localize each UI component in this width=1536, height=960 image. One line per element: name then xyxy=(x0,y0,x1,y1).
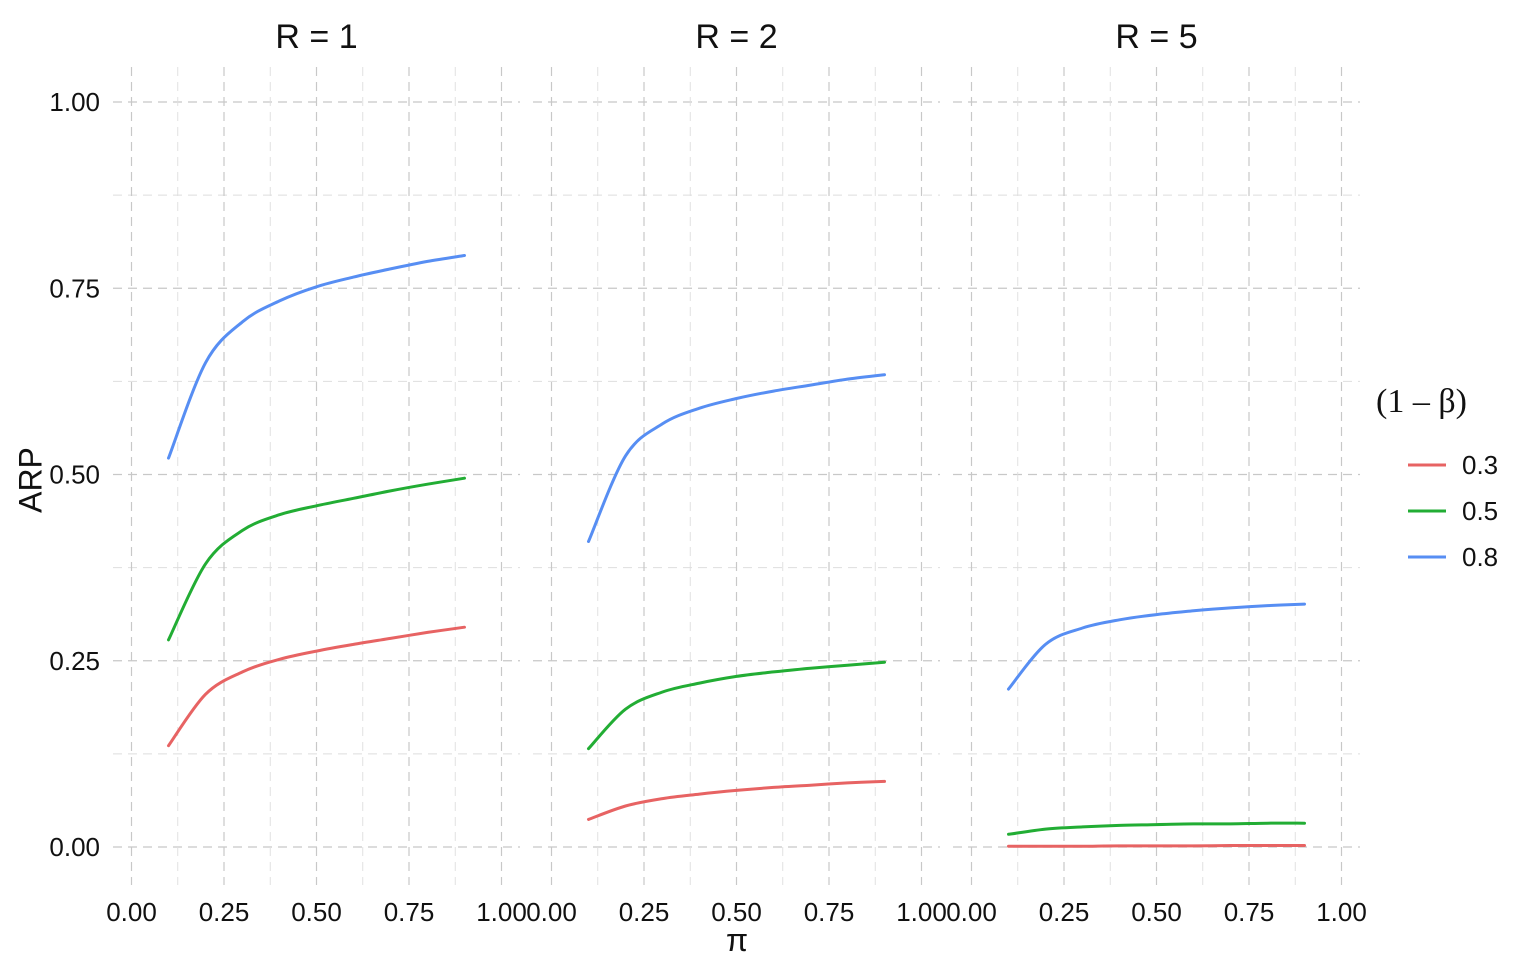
x-axis-title: π xyxy=(726,922,748,958)
x-tick-label: 0.50 xyxy=(711,897,762,927)
legend-label: 0.8 xyxy=(1462,542,1498,572)
x-tick-label: 0.75 xyxy=(384,897,435,927)
series-line-0-8 xyxy=(167,254,466,460)
x-tick-label: 0.25 xyxy=(199,897,250,927)
legend-label: 0.3 xyxy=(1462,450,1498,480)
x-tick-label: 0.50 xyxy=(1131,897,1182,927)
series-line-0-8 xyxy=(587,373,886,543)
x-tick-label: 0.75 xyxy=(804,897,855,927)
legend-label: 0.5 xyxy=(1462,496,1498,526)
y-tick-label: 0.50 xyxy=(49,460,100,490)
y-tick-label: 1.00 xyxy=(49,87,100,117)
series-line-0-5 xyxy=(1007,821,1306,836)
x-tick-label: 0.25 xyxy=(619,897,670,927)
y-tick-label: 0.00 xyxy=(49,832,100,862)
legend-title: (1 – β) xyxy=(1376,383,1467,420)
series-line-0-8 xyxy=(1007,602,1306,691)
x-tick-label: 1.00 xyxy=(896,897,947,927)
series-line-0-5 xyxy=(167,476,466,642)
x-tick-label: 0.50 xyxy=(291,897,342,927)
legend-entries: 0.3 0.5 0.8 xyxy=(1408,450,1498,572)
series-line-0-3 xyxy=(1007,843,1306,848)
series-line-0-5 xyxy=(587,660,886,751)
x-tick-label: 0.00 xyxy=(106,897,157,927)
facet-strip-label: R = 2 xyxy=(695,18,777,56)
x-tick-label: 0.25 xyxy=(1039,897,1090,927)
x-tick-label: 1.00 xyxy=(476,897,527,927)
y-tick-label: 0.75 xyxy=(49,273,100,303)
series-line-0-3 xyxy=(587,779,886,821)
facet-strip-label: R = 5 xyxy=(1115,18,1197,56)
text-layer: 0.00 0.25 0.50 0.75 1.00 R = 1 0.00 0.25 0.50 0.7… xyxy=(49,18,1366,927)
y-tick-label: 0.25 xyxy=(49,646,100,676)
y-axis-title: ARP xyxy=(12,447,48,513)
facet-strip-label: R = 1 xyxy=(275,18,357,56)
legend: (1 – β) 0.3 0.5 0.8 xyxy=(1376,383,1498,572)
grid-layer xyxy=(113,67,1360,885)
lines-layer xyxy=(167,254,1306,848)
x-tick-label: 1.00 xyxy=(1316,897,1367,927)
x-tick-label: 0.00 xyxy=(946,897,997,927)
x-tick-label: 0.00 xyxy=(526,897,577,927)
series-line-0-3 xyxy=(167,625,466,748)
x-tick-label: 0.75 xyxy=(1224,897,1275,927)
